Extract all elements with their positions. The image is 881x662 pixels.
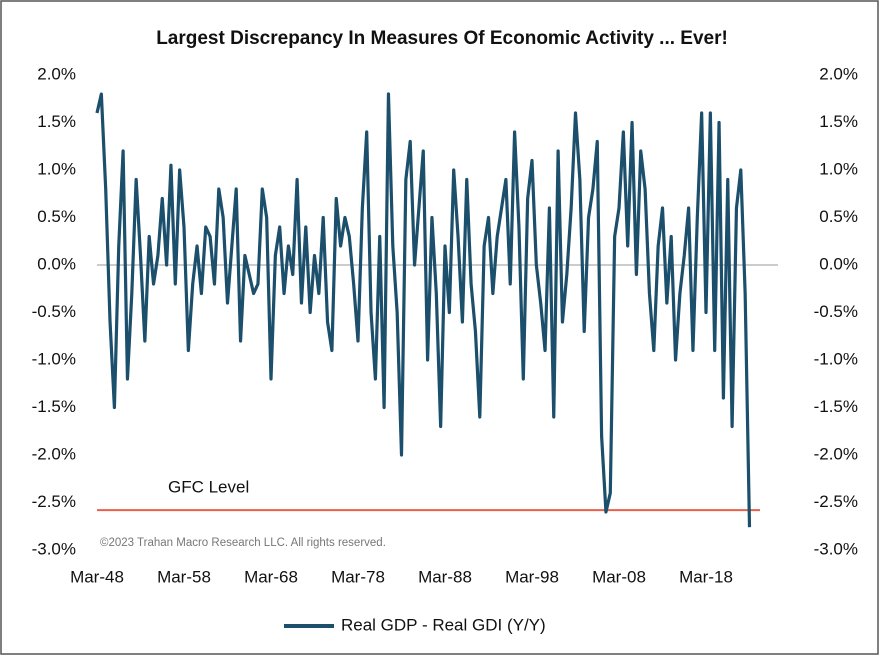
y-tick-label: 1.0%	[37, 159, 76, 178]
y2-tick-label: 0.5%	[819, 207, 858, 226]
y-tick-label: -0.5%	[32, 302, 76, 321]
data-line	[95, 92, 752, 528]
y2-tick-label: -1.5%	[814, 397, 858, 416]
y-tick-label: 2.0%	[37, 64, 76, 83]
x-tick-label: Mar-68	[244, 567, 298, 586]
y2-tick-label: 0.0%	[819, 254, 858, 273]
y-tick-label: -1.0%	[32, 349, 76, 368]
y-tick-label: 0.0%	[37, 254, 76, 273]
x-tick-label: Mar-78	[331, 567, 385, 586]
x-tick-label: Mar-98	[505, 567, 559, 586]
y2-tick-label: -3.0%	[814, 539, 858, 558]
y2-tick-label: -2.5%	[814, 492, 858, 511]
x-tick-label: Mar-58	[157, 567, 211, 586]
legend-label: Real GDP - Real GDI (Y/Y)	[341, 615, 546, 634]
y2-tick-label: -0.5%	[814, 302, 858, 321]
chart-title: Largest Discrepancy In Measures Of Econo…	[156, 28, 728, 49]
x-tick-label: Mar-18	[679, 567, 733, 586]
y-tick-label: -2.5%	[32, 492, 76, 511]
y-tick-label: -2.0%	[32, 444, 76, 463]
x-tick-label: Mar-48	[70, 567, 124, 586]
y2-tick-label: 1.0%	[819, 159, 858, 178]
y2-tick-label: -1.0%	[814, 349, 858, 368]
source-note: ©2023 Trahan Macro Research LLC. All rig…	[100, 537, 386, 549]
y2-tick-label: -2.0%	[814, 444, 858, 463]
y-tick-label: 0.5%	[37, 207, 76, 226]
x-tick-label: Mar-08	[592, 567, 646, 586]
reference-label: GFC Level	[168, 478, 249, 497]
y2-tick-label: 2.0%	[819, 64, 858, 83]
y2-tick-label: 1.5%	[819, 112, 858, 131]
y-tick-label: 1.5%	[37, 112, 76, 131]
y-tick-label: -3.0%	[32, 539, 76, 558]
y-tick-label: -1.5%	[32, 397, 76, 416]
x-tick-label: Mar-88	[418, 567, 472, 586]
